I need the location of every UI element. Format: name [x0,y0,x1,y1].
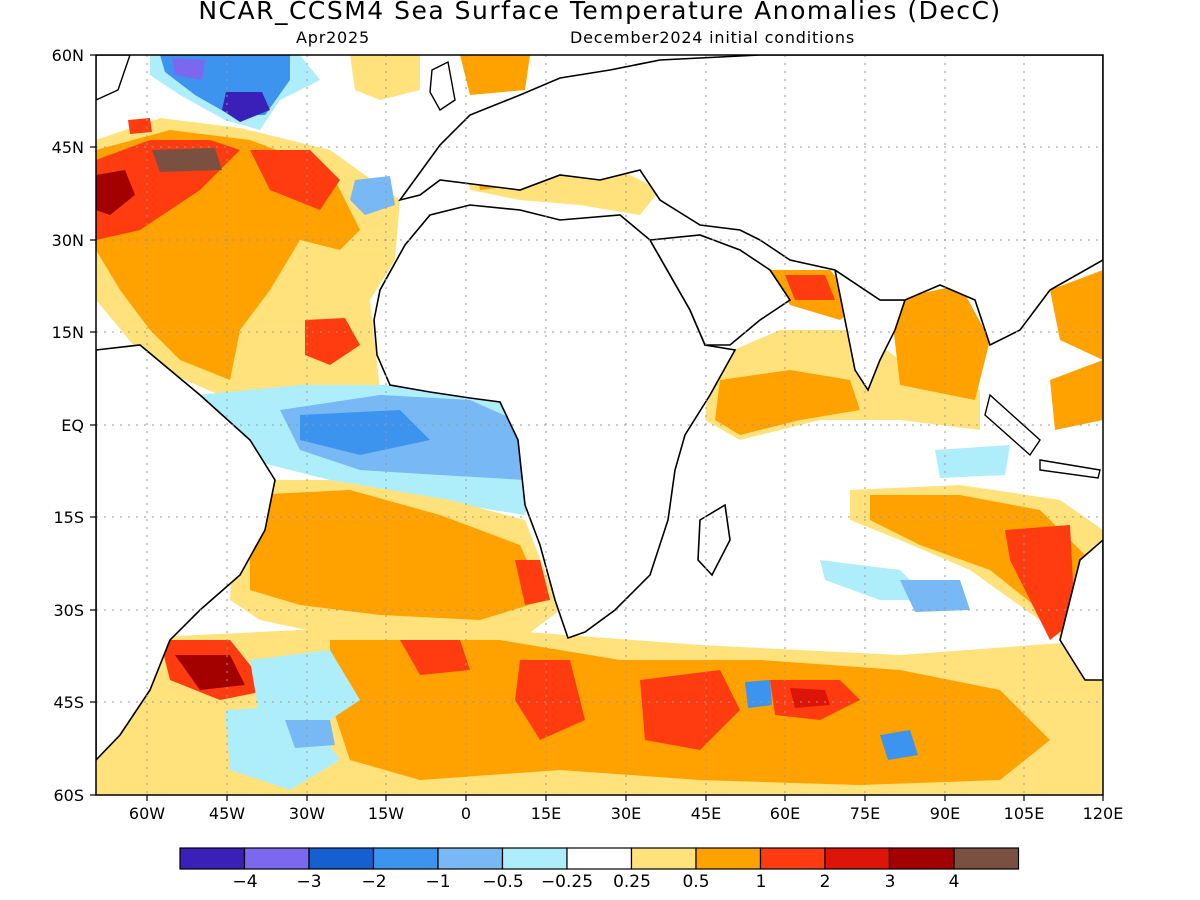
lon-label: 0 [460,804,472,823]
lon-label: 45W [208,804,246,823]
south-america-coastline [96,344,276,762]
colorbar-swatch [695,847,762,870]
colorbar-swatch [888,847,955,870]
colorbar [179,847,1020,870]
lon-label: 30W [288,804,326,823]
lon-label: 60W [128,804,166,823]
sumatra-coastline [984,393,1041,457]
lat-label: EQ [61,416,84,435]
lat-label: 15N [51,323,84,342]
lon-label: 90E [929,804,961,823]
axis-ticks [90,54,1104,801]
colorbar-swatch [566,847,633,870]
lon-label: 15W [367,804,405,823]
colorbar-label: 0.25 [613,872,651,892]
colorbar-label: 0.5 [682,872,710,892]
africa-coastline [373,204,737,640]
lon-label: 60E [769,804,801,823]
lon-label: 75E [849,804,881,823]
colorbar-label: 2 [819,872,831,892]
lat-lon-gridlines [96,55,1103,795]
lat-label: 30S [53,601,84,620]
madagascar-coastline [697,503,731,577]
colorbar-swatch [372,847,439,870]
colorbar-label: −2 [361,872,387,892]
lat-label: 45N [51,138,84,157]
map-title: NCAR_CCSM4 Sea Surface Temperature Anoma… [198,0,1002,25]
lat-label: 45S [53,693,84,712]
lat-label: 30N [51,231,84,250]
colorbar-label: −0.5 [482,872,524,892]
lat-label: 60N [51,46,84,65]
lon-label: 105E [1003,804,1045,823]
lon-label: 15E [530,804,562,823]
colorbar-label: 3 [884,872,896,892]
colorbar-label: −3 [296,872,322,892]
colorbar-swatch [953,847,1020,870]
british-isles-coastline [429,60,456,112]
lon-label: 120E [1082,804,1124,823]
colorbar-swatch [179,847,246,870]
colorbar-swatch [630,847,697,870]
colorbar-swatch [308,847,375,870]
colorbar-label: −4 [232,872,258,892]
lat-label: 60S [53,786,84,805]
lat-label: 15S [53,508,84,527]
colorbar-label: −0.25 [540,872,594,892]
colorbar-swatch [501,847,568,870]
forecast-month: Apr2025 [296,28,370,47]
arabia-coastline [648,234,792,346]
colorbar-label: 4 [948,872,960,892]
colorbar-swatch [759,847,826,870]
colorbar-label: −1 [425,872,451,892]
initial-conditions-label: December2024 initial conditions [570,28,855,47]
colorbar-swatch [243,847,310,870]
eurasia-coastline [398,55,1103,347]
lon-label: 30E [610,804,642,823]
colorbar-label: 1 [755,872,767,892]
colorbar-swatch [437,847,504,870]
lon-label: 45E [690,804,722,823]
anomaly-field [96,55,1103,795]
java-coastline [1039,459,1101,479]
greenland-coastline [96,55,131,101]
colorbar-swatch [824,847,891,870]
